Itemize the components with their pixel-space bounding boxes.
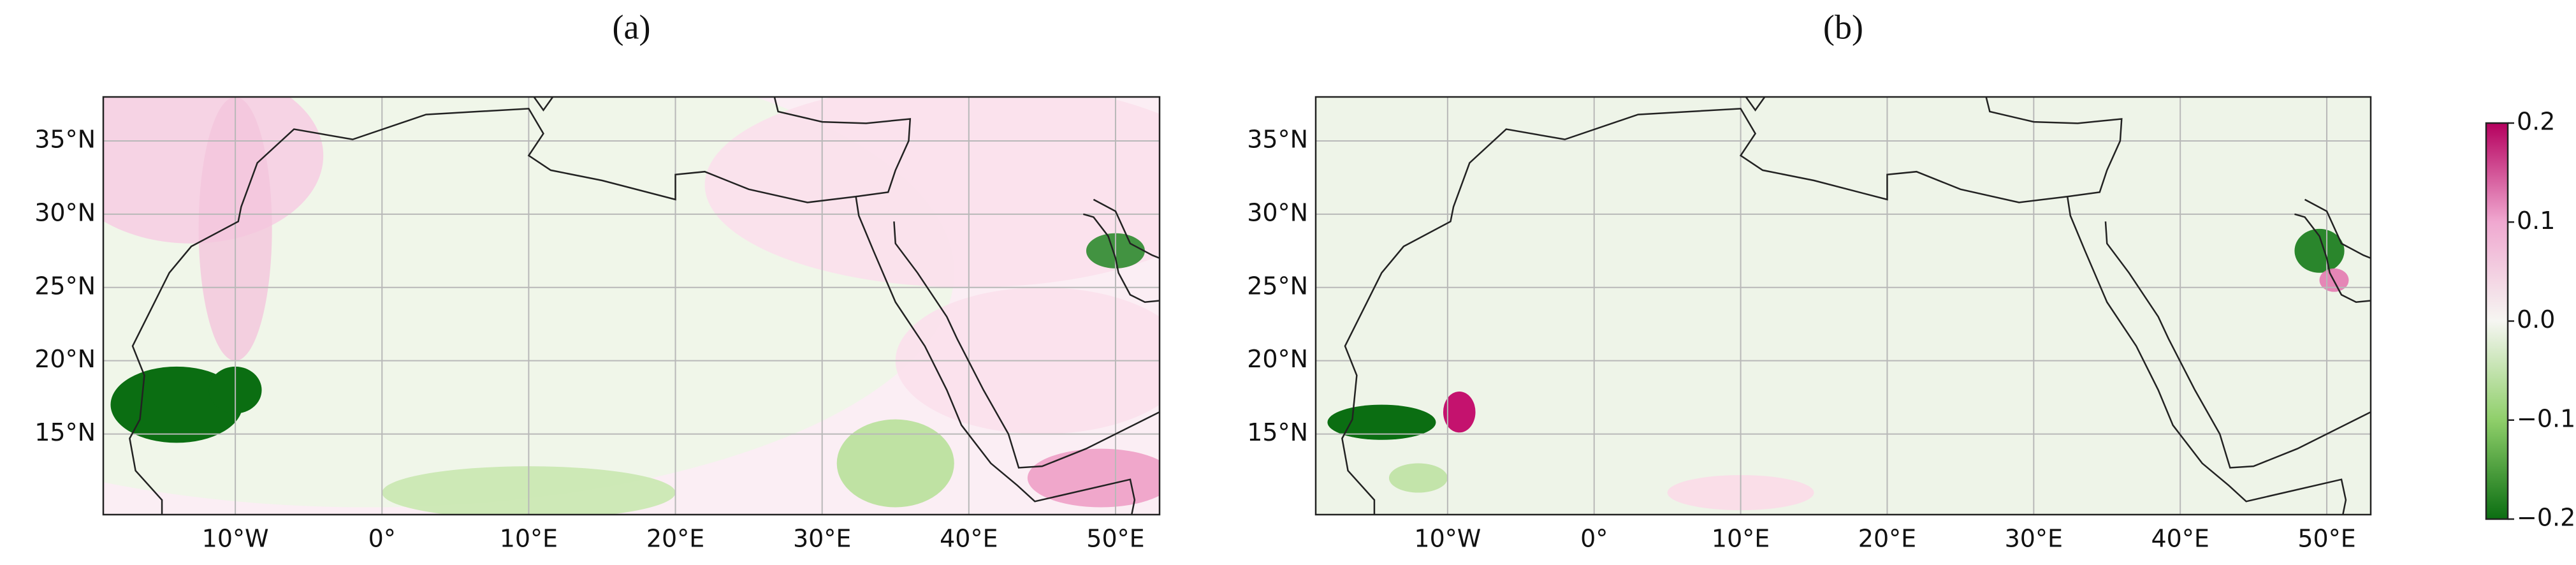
field-patch	[1327, 404, 1436, 440]
x-tick-label: 30°E	[2005, 525, 2063, 553]
y-tick-label: 25°N	[34, 272, 96, 300]
coastline	[1082, 213, 1160, 304]
y-tick-label: 25°N	[1247, 272, 1308, 300]
x-tick-label: 0°	[368, 525, 396, 553]
field-patch	[1443, 391, 1476, 433]
map-area	[1316, 97, 2371, 515]
y-tick-label: 15°N	[1247, 418, 1308, 446]
x-tick-label: 0°	[1580, 525, 1608, 553]
field-patch	[1388, 463, 1448, 493]
y-tick-label: 15°N	[34, 418, 96, 446]
x-tick-label: 40°E	[940, 525, 998, 553]
x-tick-label: 10°E	[1712, 525, 1770, 553]
x-tick-label: 10°W	[1414, 525, 1481, 553]
coastline	[2104, 221, 2371, 469]
coastline	[533, 97, 554, 112]
map-frame	[1314, 96, 2372, 516]
colorbar: −0.2 −0.1 0.0 0.1 0.2	[2485, 108, 2575, 532]
coastline	[1985, 97, 2123, 198]
x-tick-label: 40°E	[2151, 525, 2209, 553]
map-panel: (a) 10°W 0° 10°E 20°E 30°E 40°E 50°E 15°N 20°N 25°…	[34, 8, 1161, 553]
colorbar-tick-label: −0.1	[2517, 404, 2575, 432]
colorbar-tick-label: 0.2	[2517, 108, 2555, 136]
field-patch	[704, 97, 1160, 288]
coastline	[1341, 108, 2347, 515]
y-tick-label: 20°N	[1247, 345, 1308, 373]
colorbar-tick-label: 0.0	[2517, 305, 2555, 334]
x-tick-label: 50°E	[2297, 525, 2355, 553]
coastline	[129, 108, 1136, 515]
map-panel: (b) 10°W 0° 10°E 20°E 30°E 40°E 50°E 15°N 20°N 25°…	[1247, 8, 2372, 553]
coastline	[1093, 198, 1160, 260]
colorbar-tick-label: 0.1	[2517, 207, 2555, 235]
x-tick-label: 50°E	[1086, 525, 1144, 553]
map-area	[103, 97, 1160, 515]
field-patch	[2294, 228, 2345, 273]
x-tick-label: 10°W	[202, 525, 269, 553]
map-background	[1316, 97, 2371, 515]
y-tick-label: 35°N	[34, 125, 96, 153]
colorbar-gradient	[2485, 122, 2509, 520]
field-patch	[1027, 448, 1160, 508]
panel-label: (a)	[613, 8, 651, 46]
y-tick-label: 30°N	[1247, 198, 1308, 226]
x-tick-label: 30°E	[793, 525, 851, 553]
map-frame	[102, 96, 1161, 516]
x-tick-label: 20°E	[1858, 525, 1916, 553]
colorbar-tick-label: −0.2	[2517, 504, 2575, 532]
field-patch	[103, 97, 324, 244]
y-tick-label: 35°N	[1247, 125, 1308, 153]
coastline	[2294, 213, 2371, 304]
y-tick-label: 20°N	[34, 345, 96, 373]
x-tick-label: 20°E	[646, 525, 704, 553]
coastline	[893, 221, 1160, 469]
coastline	[1745, 97, 1766, 112]
x-tick-label: 10°E	[500, 525, 558, 553]
coastline	[773, 97, 912, 198]
field-patch	[836, 419, 954, 508]
panel-label: (b)	[1823, 8, 1863, 46]
y-tick-label: 30°N	[34, 198, 96, 226]
